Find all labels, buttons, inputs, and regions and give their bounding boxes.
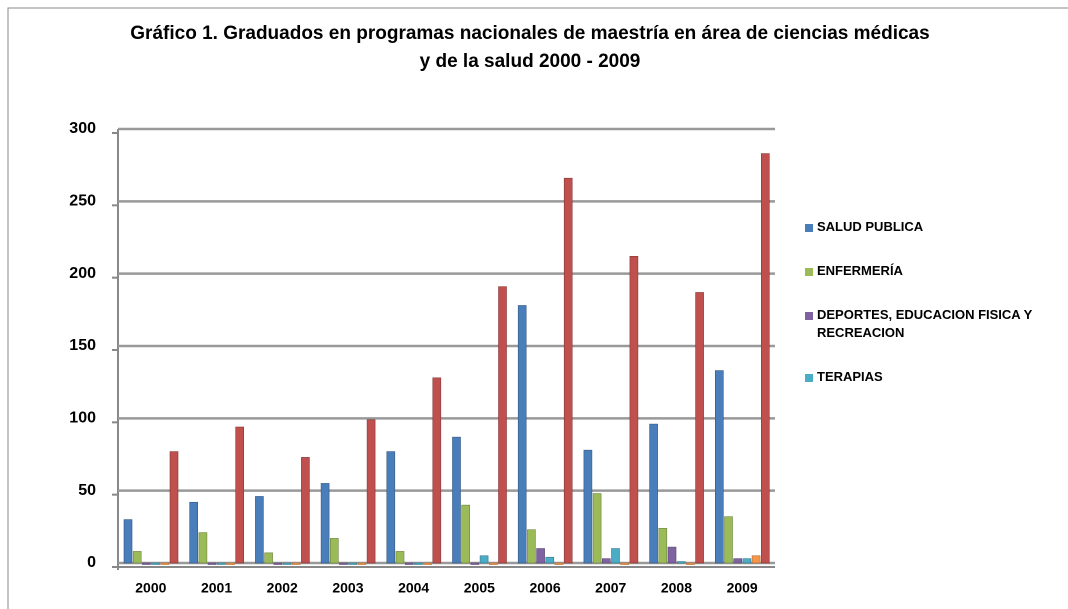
bar (751, 555, 761, 564)
y-tick-label: 200 (69, 265, 96, 282)
bar (189, 501, 198, 564)
chart-frame (7, 7, 1068, 609)
bar (601, 558, 611, 564)
bar (760, 153, 770, 564)
legend-label: SALUD PUBLICA (817, 219, 924, 234)
bar (226, 562, 235, 565)
legend-swatch (805, 224, 813, 232)
x-tick-label: 2005 (464, 580, 495, 596)
bar (527, 529, 536, 564)
chart-title: Gráfico 1. Graduados en programas nacion… (130, 23, 930, 72)
bar (169, 451, 179, 564)
bar (217, 562, 226, 565)
bar (554, 562, 564, 565)
bar (583, 449, 593, 564)
legend-item: TERAPIAS (805, 368, 1068, 386)
bar (282, 562, 292, 565)
x-tick-label: 2002 (267, 580, 298, 596)
bar (629, 256, 639, 564)
y-tick-label: 0 (87, 554, 96, 571)
y-tick-label: 150 (69, 337, 96, 354)
legend-item: DEPORTES, EDUCACION FISICA Y RECREACION (805, 306, 1068, 342)
bar (658, 527, 668, 564)
bar (348, 562, 358, 565)
y-tick-label: 300 (69, 120, 96, 137)
legend-swatch (805, 374, 813, 382)
legend-label: TERAPIAS (817, 369, 883, 384)
bar (498, 286, 507, 564)
x-tick-label: 2006 (529, 580, 560, 596)
bar (132, 551, 142, 564)
x-tick-label: 2000 (135, 580, 166, 596)
legend-item: SALUD PUBLICA (805, 218, 1068, 236)
bar (264, 552, 273, 564)
bar (160, 562, 170, 565)
x-tick-label: 2007 (595, 580, 626, 596)
bar (357, 562, 367, 565)
bar (320, 483, 330, 564)
bar (733, 558, 743, 564)
legend-swatch (805, 268, 813, 276)
bar (151, 562, 160, 565)
bar (695, 292, 704, 564)
x-tick-label: 2009 (727, 580, 758, 596)
bar (386, 451, 396, 564)
bar (563, 177, 573, 564)
bar (255, 496, 264, 564)
bar (301, 457, 310, 564)
bar (676, 561, 686, 564)
bar (432, 377, 442, 564)
bar (395, 551, 405, 564)
bar (366, 419, 376, 564)
bar (273, 562, 283, 565)
y-tick-label: 100 (69, 410, 96, 427)
bar (470, 562, 480, 565)
bar (329, 538, 339, 564)
bar (611, 548, 620, 564)
bar (686, 562, 695, 565)
bar (479, 555, 489, 564)
bar (291, 562, 301, 565)
bar (461, 504, 471, 564)
y-tick-label: 250 (69, 193, 96, 210)
bar (142, 562, 151, 565)
legend-swatch (805, 312, 813, 320)
bar (620, 562, 630, 565)
legend-label: ENFERMERÍA (817, 263, 903, 278)
bar (714, 370, 724, 564)
bar (488, 562, 498, 565)
bar (339, 562, 348, 565)
x-tick-label: 2001 (201, 580, 232, 596)
bar (404, 562, 414, 565)
bar (423, 562, 432, 565)
bar (517, 305, 527, 564)
x-tick-label: 2004 (398, 580, 429, 596)
bar (545, 556, 555, 564)
bar (452, 436, 461, 564)
bar (536, 548, 545, 564)
legend: SALUD PUBLICA ENFERMERÍA DEPORTES, EDUCACI… (805, 218, 1068, 412)
bar (592, 493, 602, 564)
bar (724, 516, 733, 564)
bar (649, 423, 658, 564)
bar (207, 562, 217, 565)
y-tick-label: 50 (78, 482, 96, 499)
bar (123, 519, 133, 564)
legend-label: DEPORTES, EDUCACION FISICA Y RECREACION (817, 307, 1033, 340)
x-tick-label: 2003 (332, 580, 363, 596)
bar (235, 426, 244, 564)
bar (198, 532, 208, 564)
bar (414, 562, 423, 565)
legend-item: ENFERMERÍA (805, 262, 1068, 280)
bar (667, 546, 677, 564)
bar (742, 558, 752, 564)
x-tick-label: 2008 (661, 580, 692, 596)
